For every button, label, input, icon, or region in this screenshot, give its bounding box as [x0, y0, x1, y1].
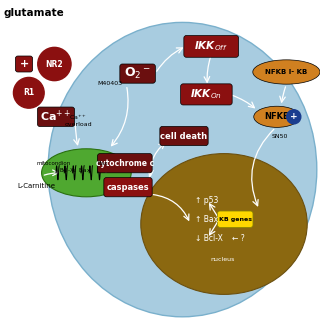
Text: NFKB: NFKB [264, 112, 290, 121]
FancyBboxPatch shape [184, 36, 239, 57]
Text: NR2: NR2 [45, 60, 63, 68]
Ellipse shape [254, 106, 300, 127]
Text: NFKB I- KB: NFKB I- KB [265, 69, 308, 75]
FancyBboxPatch shape [37, 107, 75, 127]
Text: O$_2$$^-$: O$_2$$^-$ [124, 66, 151, 81]
Text: ↑ p53: ↑ p53 [195, 196, 218, 204]
FancyBboxPatch shape [120, 64, 156, 83]
FancyBboxPatch shape [104, 178, 152, 197]
Text: cell death: cell death [160, 132, 208, 140]
Text: cytochrome c: cytochrome c [96, 159, 154, 168]
Text: Bax: Bax [97, 161, 108, 166]
Text: +: + [290, 112, 298, 121]
Text: mitocondion: mitocondion [37, 161, 71, 166]
Text: KB genes: KB genes [219, 217, 252, 222]
Text: ↑ Bax: ↑ Bax [195, 215, 218, 224]
FancyBboxPatch shape [218, 211, 253, 228]
Text: Bcl-X$_L$  Bax: Bcl-X$_L$ Bax [59, 166, 91, 175]
Text: ← ?: ← ? [232, 234, 245, 243]
Ellipse shape [253, 60, 320, 84]
Text: R1: R1 [23, 88, 34, 97]
Text: ↓ Bcl-X: ↓ Bcl-X [195, 234, 222, 243]
FancyBboxPatch shape [98, 154, 152, 173]
Text: SN50: SN50 [272, 133, 288, 139]
Circle shape [287, 110, 301, 124]
Text: +: + [20, 59, 28, 69]
Circle shape [38, 47, 71, 81]
FancyBboxPatch shape [15, 56, 33, 72]
Ellipse shape [141, 154, 307, 294]
Ellipse shape [48, 22, 317, 317]
Ellipse shape [42, 149, 131, 197]
Circle shape [13, 77, 44, 108]
FancyBboxPatch shape [181, 84, 232, 105]
Text: glutamate: glutamate [3, 8, 64, 18]
Text: IKK$_{Off}$: IKK$_{Off}$ [194, 39, 228, 53]
Text: M40403: M40403 [98, 81, 123, 86]
Text: Ca$^{++}$: Ca$^{++}$ [40, 109, 72, 124]
Text: L-Carnitine: L-Carnitine [18, 183, 56, 188]
Text: nucleus: nucleus [210, 257, 235, 262]
Text: IKK$_{On}$: IKK$_{On}$ [190, 87, 222, 101]
Text: caspases: caspases [107, 183, 149, 192]
Text: Ca$^{++}$
overload: Ca$^{++}$ overload [65, 113, 92, 127]
FancyBboxPatch shape [160, 126, 208, 146]
